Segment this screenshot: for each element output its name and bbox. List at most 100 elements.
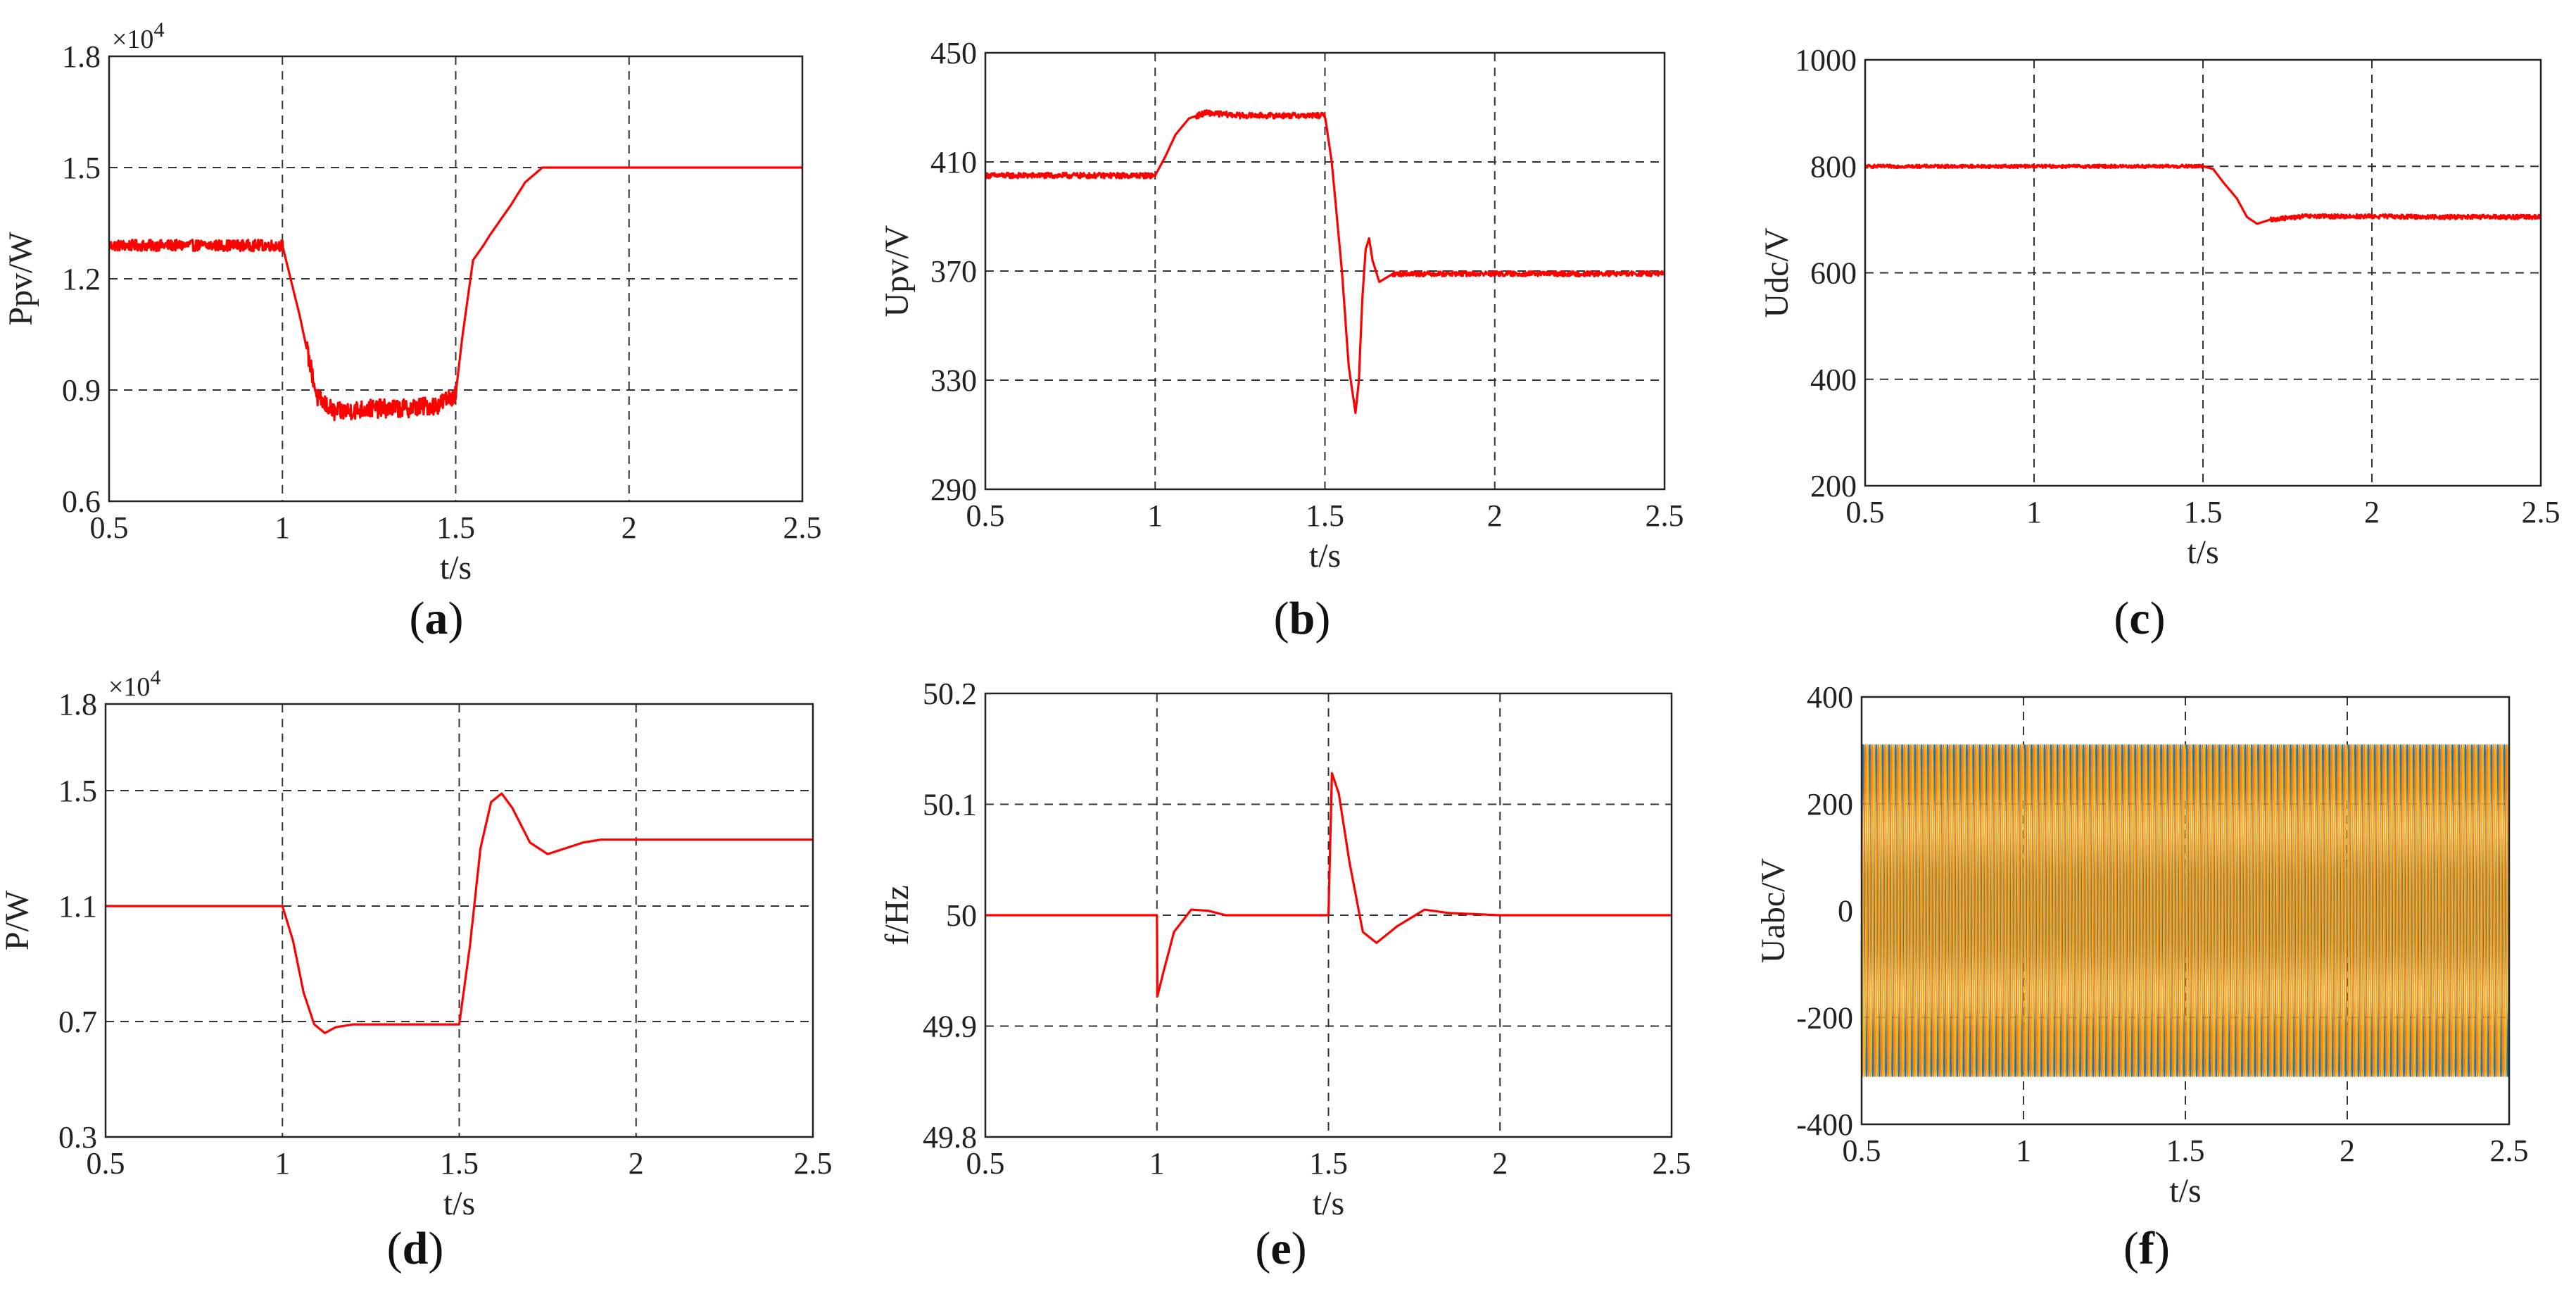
y-tick-label: 0.3: [58, 1120, 97, 1155]
axes-frame: [984, 692, 1673, 1138]
x-tick-label: 0.5: [966, 1146, 1005, 1181]
subfigure-paren-open: (: [410, 593, 425, 644]
subfigure-paren-open: (: [2114, 593, 2129, 644]
x-tick-label: 2.5: [2490, 1133, 2529, 1168]
y-exponent-power: 4: [153, 18, 164, 42]
y-tick-label: 1.5: [62, 151, 101, 185]
subfigure-label: (b): [1274, 593, 1331, 644]
panel-e: 0.5 1 1.5 2 2.5 49.8 49.9 50 50.1 50.2 t/s f/Hz (e): [878, 677, 1691, 1274]
x-tick-label: 1: [274, 510, 290, 545]
axes-frame: [1864, 58, 2542, 487]
x-axis-label: t/s: [1313, 1185, 1344, 1222]
x-tick-label: 1.5: [1309, 1146, 1348, 1181]
x-tick-label: 1.5: [2166, 1133, 2205, 1168]
y-tick-label: 1.8: [58, 687, 97, 722]
y-tick-label: 290: [930, 472, 977, 507]
series-line: [109, 166, 802, 422]
y-tick-label: 450: [930, 36, 977, 70]
plot-area: [985, 772, 1672, 998]
y-tick-label: 49.9: [923, 1010, 977, 1044]
y-tick-label: 370: [930, 254, 977, 289]
y-tick-label: 1.8: [62, 39, 101, 74]
y-axis-label: Ppv/W: [2, 232, 39, 326]
x-tick-label: 2: [621, 510, 637, 545]
subfigure-paren-open: (: [387, 1223, 403, 1274]
x-tick-label: 2: [1492, 1146, 1508, 1181]
panel-a: 0.5 1 1.5 2 2.5 0.6 0.9 1.2 1.5 1.8 ×104 t/s Ppv/W (a…: [2, 18, 822, 644]
x-tick-label: 2.5: [1646, 498, 1684, 533]
phase-2-line: [1862, 744, 2509, 1077]
x-axis-label: t/s: [2187, 534, 2218, 571]
subfigure-letter: a: [425, 593, 448, 644]
y-exponent-power: 4: [150, 666, 160, 689]
y-exponent-label: ×104: [112, 18, 164, 54]
y-tick-label: 0.6: [62, 484, 101, 519]
y-tick-label: 1.2: [62, 262, 101, 296]
panel-d: 0.5 1 1.5 2 2.5 0.3 0.7 1.1 1.5 1.8 ×104 t/s P/W (d): [0, 666, 833, 1274]
subfigure-label: (c): [2114, 593, 2165, 644]
y-tick-label: 50: [946, 898, 977, 933]
x-tick-label: 0.5: [90, 510, 129, 545]
x-tick-label: 2.5: [783, 510, 822, 545]
plot-area: [106, 792, 813, 1034]
y-tick-label: 400: [1810, 363, 1857, 397]
y-tick-label: 0: [1838, 894, 1853, 929]
subfigure-paren-close: ): [1315, 593, 1330, 644]
y-tick-label: 330: [930, 363, 977, 398]
x-tick-label: 1.5: [436, 510, 475, 545]
axes-frame: [1860, 696, 2511, 1126]
y-tick-label: 1.5: [58, 774, 97, 808]
x-tick-label: 2.5: [1653, 1146, 1691, 1181]
y-tick-label: 0.9: [62, 373, 101, 408]
x-axis-label: t/s: [1309, 537, 1341, 574]
y-tick-label: 0.7: [58, 1005, 97, 1039]
plot-area: [985, 109, 1665, 415]
axes-frame: [104, 703, 814, 1138]
y-tick-label: 200: [1810, 469, 1857, 503]
x-tick-label: 1: [1149, 1146, 1165, 1181]
x-tick-label: 2.5: [794, 1146, 833, 1181]
y-tick-label: -400: [1796, 1107, 1853, 1142]
subfigure-letter: e: [1270, 1223, 1291, 1274]
y-axis-label: Upv/V: [878, 225, 916, 317]
subfigure-paren-open: (: [2123, 1223, 2139, 1274]
subfigure-paren-open: (: [1274, 593, 1289, 644]
x-axis-label: t/s: [443, 1185, 475, 1222]
subfigure-paren-close: ): [428, 1223, 443, 1274]
y-axis-label: P/W: [0, 890, 36, 950]
x-tick-label: 0.5: [87, 1146, 125, 1181]
y-tick-label: 200: [1807, 787, 1853, 822]
y-tick-label: -200: [1796, 1000, 1853, 1035]
x-tick-label: 1: [2016, 1133, 2031, 1168]
subfigure-paren-close: ): [2150, 593, 2166, 644]
y-exponent-label: ×104: [108, 666, 160, 702]
y-tick-label: 800: [1810, 149, 1857, 184]
y-tick-label: 49.8: [923, 1120, 977, 1155]
subfigure-paren-close: ): [2154, 1223, 2170, 1274]
x-tick-label: 0.5: [966, 498, 1005, 533]
y-tick-label: 50.1: [923, 788, 977, 822]
series-line: [985, 109, 1665, 415]
subfigure-paren-close: ): [448, 593, 464, 644]
subfigure-paren-close: ): [1292, 1223, 1307, 1274]
y-tick-label: 1.1: [58, 889, 97, 924]
y-tick-label: 600: [1810, 256, 1857, 291]
y-tick-label: 1000: [1795, 43, 1857, 77]
subfigure-letter: b: [1289, 593, 1315, 644]
x-tick-label: 2: [629, 1146, 644, 1181]
phase-1-line: [1862, 744, 2509, 1077]
x-tick-label: 2: [2364, 495, 2380, 529]
subfigure-label: (a): [410, 593, 464, 644]
x-tick-label: 1.5: [440, 1146, 479, 1181]
axes-frame: [108, 55, 804, 503]
x-tick-label: 2: [2340, 1133, 2355, 1168]
series-line: [985, 772, 1672, 998]
x-tick-label: 0.5: [1846, 495, 1885, 529]
y-tick-label: 50.2: [923, 677, 977, 711]
x-tick-label: 1: [274, 1146, 290, 1181]
subfigure-paren-open: (: [1255, 1223, 1270, 1274]
x-tick-label: 2.5: [2522, 495, 2561, 529]
y-tick-label: 400: [1807, 680, 1853, 715]
x-tick-label: 1: [1147, 498, 1163, 533]
